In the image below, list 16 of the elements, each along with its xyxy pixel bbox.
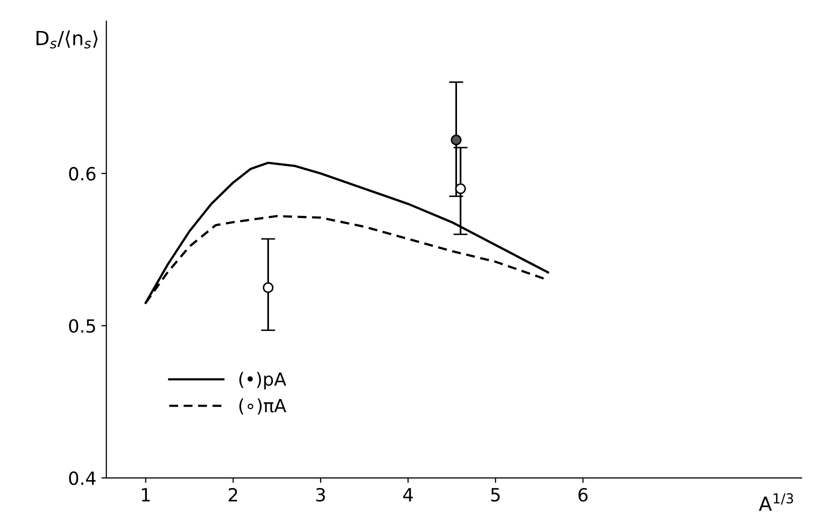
legend-label: (∘)πA — [239, 398, 286, 415]
x-tick-label: 6 — [578, 488, 588, 502]
y-axis-title: D$_{s}$/⟨n$_{s}$⟩ — [36, 30, 98, 49]
point — [262, 282, 274, 293]
point — [455, 183, 466, 194]
point — [450, 134, 462, 146]
x-axis-title: A$^{1/3}$ — [758, 493, 794, 511]
y-tick-label: 0.4 — [69, 471, 96, 486]
x-tick-label: 3 — [316, 488, 325, 502]
x-tick-label: 2 — [228, 488, 238, 502]
x-tick-label: 4 — [403, 488, 413, 502]
x-tick-label: 5 — [491, 488, 500, 502]
y-tick-label: 0.6 — [69, 166, 96, 181]
x-tick-label: 1 — [142, 488, 150, 502]
legend-label: (•)pA — [239, 372, 286, 390]
y-tick-label: 0.5 — [69, 319, 96, 333]
